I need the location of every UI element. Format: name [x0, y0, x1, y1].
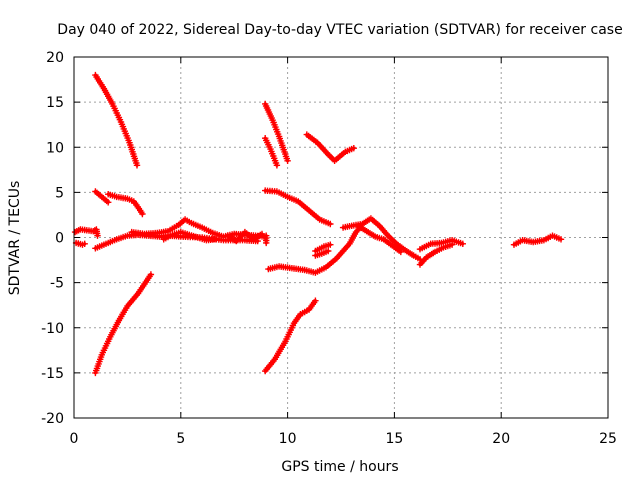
series-arc-21: [354, 222, 404, 256]
series-markers: [71, 226, 101, 239]
series-markers: [303, 131, 357, 164]
grid: [74, 57, 608, 418]
y-tick-label: -10: [41, 321, 64, 337]
series-arc-9: [160, 228, 219, 244]
x-tick-label: 5: [176, 431, 185, 447]
y-tick-label: -20: [41, 411, 64, 427]
x-tick-label: 25: [599, 431, 617, 447]
data-series: [71, 71, 565, 377]
series-markers: [339, 215, 424, 263]
series-markers: [510, 232, 565, 248]
series-arc-13: [262, 187, 334, 228]
series-arc-4: [92, 188, 112, 206]
series-markers: [312, 247, 332, 259]
series-arc-6: [92, 271, 155, 377]
series-arc-2: [72, 239, 88, 248]
series-arc-18: [312, 241, 334, 255]
axis-ticks: 0 5 10 15 20 25 -20 -15 -10 -5 0 5 10 15 20: [41, 50, 617, 447]
series-markers: [92, 188, 112, 206]
series-markers: [262, 297, 319, 375]
series-markers: [265, 224, 364, 276]
series-markers: [105, 191, 146, 218]
y-tick-label: 10: [46, 140, 64, 156]
y-tick-label: -15: [41, 366, 64, 382]
series-arc-14: [262, 297, 319, 375]
series-markers: [72, 239, 88, 248]
series-markers: [416, 237, 466, 253]
series-markers: [262, 187, 334, 228]
series-markers: [224, 228, 266, 245]
y-tick-label: 15: [46, 95, 64, 111]
series-arc-17: [303, 131, 357, 164]
y-tick-label: -5: [50, 276, 64, 292]
series-arc-15: [263, 232, 270, 247]
y-tick-label: 20: [46, 50, 64, 66]
x-tick-label: 15: [385, 431, 403, 447]
y-tick-label: 0: [55, 231, 64, 247]
series-markers: [262, 135, 281, 169]
series-arc-12: [262, 135, 281, 169]
series-markers: [354, 222, 404, 256]
plot-frame: [73, 56, 609, 419]
series-arc-5: [105, 191, 146, 218]
series-markers: [92, 271, 155, 377]
series-arc-11: [262, 100, 291, 164]
series-arc-10: [224, 228, 266, 245]
series-arc-3: [92, 71, 141, 169]
series-arc-23: [416, 241, 456, 268]
series-arc-19: [312, 247, 332, 259]
series-markers: [160, 228, 219, 244]
series-markers: [263, 232, 270, 247]
chart-title: Day 040 of 2022, Sidereal Day-to-day VTE…: [57, 22, 622, 38]
x-tick-label: 20: [492, 431, 510, 447]
series-markers: [416, 241, 456, 268]
y-axis-label: SDTVAR / TECUs: [7, 181, 23, 296]
x-tick-label: 0: [70, 431, 79, 447]
y-tick-label: 5: [55, 185, 64, 201]
x-axis-label: GPS time / hours: [281, 459, 398, 475]
x-tick-label: 10: [279, 431, 297, 447]
series-arc-1: [71, 226, 101, 239]
series-markers: [312, 241, 334, 255]
series-arc-22: [416, 237, 466, 253]
series-markers: [92, 71, 141, 169]
series-arc-24: [510, 232, 565, 248]
series-arc-16: [265, 224, 364, 276]
series-markers: [262, 100, 291, 164]
